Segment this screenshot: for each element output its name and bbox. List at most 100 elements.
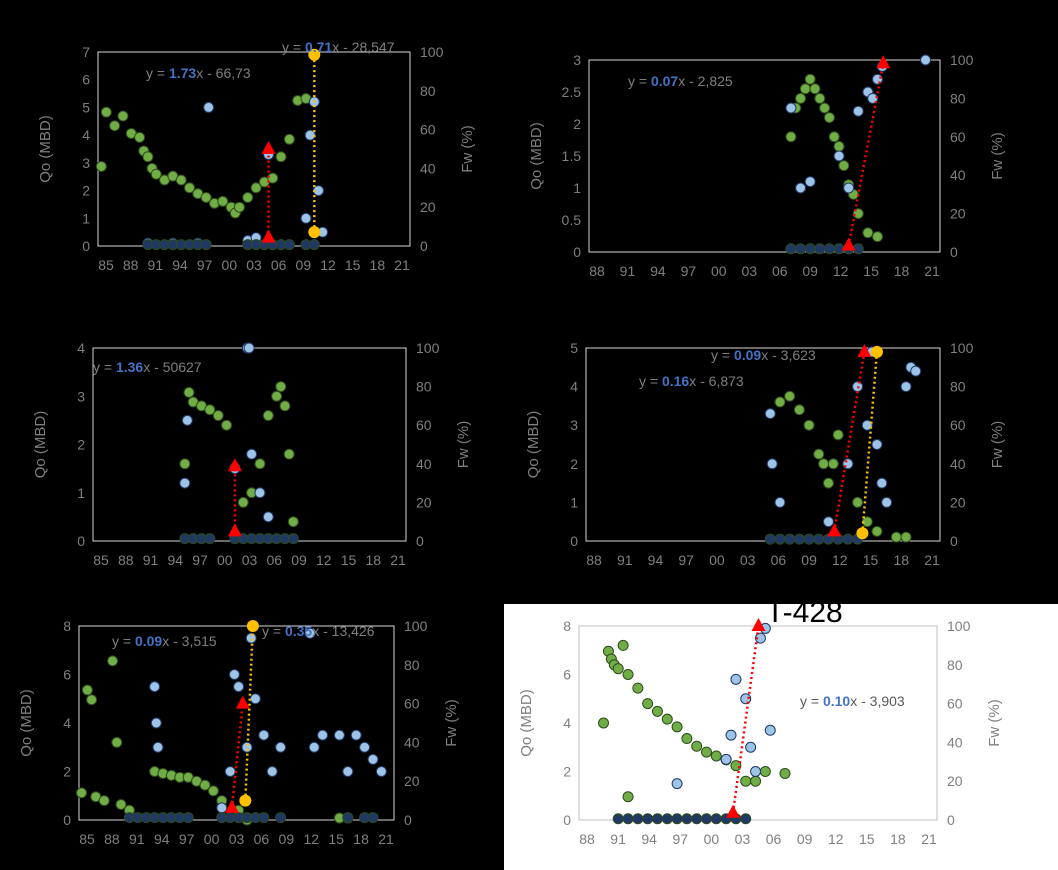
- data-point: [258, 812, 270, 824]
- x-tick-label: 00: [709, 552, 725, 568]
- trendline: [244, 625, 255, 801]
- x-tick-label: 06: [766, 831, 782, 847]
- y-tick-label: 4: [77, 340, 85, 356]
- data-point: [785, 102, 797, 114]
- data-point: [111, 736, 123, 748]
- x-tick-label: 06: [771, 552, 787, 568]
- trendline: [731, 625, 760, 813]
- x-tick-label: 88: [118, 552, 134, 568]
- data-point: [212, 410, 224, 422]
- y-tick-label: 4: [563, 715, 571, 731]
- data-point: [254, 458, 266, 470]
- y2-tick-label: 40: [404, 734, 420, 750]
- chart-panel-5: 85 88 91 94 97 00 03 06 09 12 15 18 2102468020406080…: [18, 618, 460, 847]
- trendline-equation: y = 1.73x - 66,73: [146, 65, 251, 81]
- data-point: [100, 106, 112, 118]
- data-point: [271, 390, 283, 402]
- data-point: [823, 112, 835, 124]
- data-point: [803, 533, 815, 545]
- x-tick-label: 06: [254, 831, 270, 847]
- y-tick-label: 8: [563, 618, 571, 634]
- data-point: [95, 160, 107, 172]
- y2-tick-label: 0: [420, 238, 428, 254]
- y-axis-label: Qo (MBD): [525, 411, 542, 479]
- data-point: [784, 533, 796, 545]
- equation-part: x - 3,623: [761, 347, 816, 363]
- chart-title: T-428: [766, 596, 843, 629]
- y2-axis-label: Fw (%): [989, 421, 1006, 469]
- data-point: [342, 812, 354, 824]
- data-point: [785, 243, 797, 255]
- trend-marker-triangle: [751, 618, 766, 631]
- trendline-equation: y = 0.16x - 6,873: [639, 373, 744, 389]
- equation-part: x - 50627: [143, 359, 202, 375]
- data-point: [651, 705, 663, 717]
- y2-tick-label: 20: [420, 199, 436, 215]
- equation-part: 0.09: [734, 347, 761, 363]
- data-point: [871, 439, 883, 450]
- data-point: [833, 243, 845, 255]
- data-point: [795, 182, 807, 194]
- series-2: [149, 627, 387, 814]
- x-tick-label: 97: [678, 552, 694, 568]
- data-point: [622, 791, 634, 803]
- y-tick-label: 0: [573, 244, 581, 260]
- y2-tick-label: 40: [420, 160, 436, 176]
- data-point: [217, 195, 229, 207]
- data-point: [275, 381, 287, 393]
- y2-tick-label: 60: [404, 696, 420, 712]
- y-tick-label: 2: [63, 764, 71, 780]
- trend-marker-triangle: [224, 799, 239, 813]
- x-tick-label: 12: [832, 552, 848, 568]
- x-tick-label: 21: [390, 552, 406, 568]
- x-tick-label: 09: [802, 263, 818, 279]
- data-point: [81, 684, 93, 696]
- equation-part: y =: [282, 39, 305, 55]
- data-point: [691, 813, 703, 825]
- trend-marker-triangle: [857, 343, 872, 357]
- y2-tick-label: 40: [950, 167, 966, 183]
- y2-tick-label: 80: [947, 657, 963, 673]
- x-tick-label: 85: [93, 552, 109, 568]
- data-point: [117, 110, 129, 122]
- equation-part: 0.09: [135, 633, 162, 649]
- trendline-equation: y = 0.09x - 3,623: [711, 347, 816, 363]
- y2-tick-label: 60: [416, 417, 432, 433]
- y2-tick-label: 60: [950, 129, 966, 145]
- y-tick-label: 3: [77, 388, 85, 404]
- x-tick-label: 91: [143, 552, 159, 568]
- data-point: [304, 627, 316, 639]
- data-point: [764, 408, 776, 420]
- y-tick-label: 2: [573, 116, 581, 132]
- data-point: [228, 669, 240, 680]
- x-tick-label: 91: [148, 257, 164, 273]
- x-tick-label: 91: [129, 831, 145, 847]
- data-point: [109, 120, 121, 132]
- data-point: [182, 812, 194, 824]
- x-tick-label: 18: [894, 263, 910, 279]
- data-point: [681, 813, 693, 825]
- y2-tick-label: 0: [404, 812, 412, 828]
- data-point: [598, 717, 610, 729]
- data-point: [262, 410, 274, 422]
- x-tick-label: 18: [365, 552, 381, 568]
- x-tick-label: 18: [370, 257, 386, 273]
- data-point: [822, 477, 834, 489]
- data-point: [200, 192, 212, 203]
- x-tick-label: 12: [828, 831, 844, 847]
- x-tick-label: 88: [104, 831, 120, 847]
- x-tick-label: 06: [271, 257, 287, 273]
- x-tick-label: 18: [893, 552, 909, 568]
- data-point: [725, 729, 737, 741]
- x-tick-label: 94: [648, 552, 664, 568]
- data-point: [750, 766, 762, 777]
- x-tick-label: 85: [98, 257, 114, 273]
- x-tick-label: 94: [641, 831, 657, 847]
- data-point: [720, 753, 732, 765]
- data-point: [221, 419, 233, 431]
- y2-tick-label: 80: [950, 379, 966, 395]
- trend-marker-triangle: [261, 141, 276, 154]
- data-point: [287, 533, 299, 545]
- data-point: [359, 741, 371, 753]
- data-point: [367, 753, 379, 765]
